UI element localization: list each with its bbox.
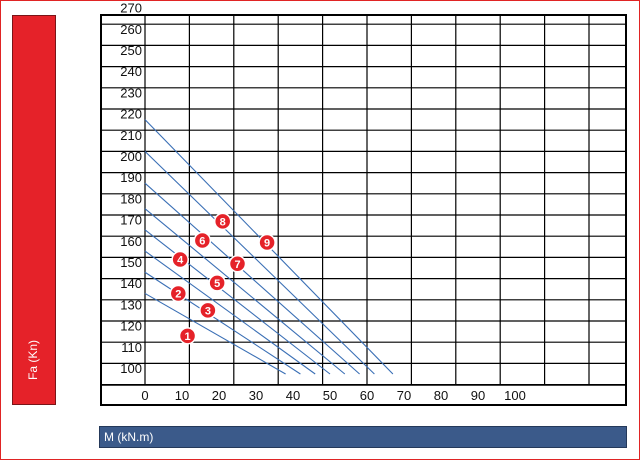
x-tick-label: 10 [175, 388, 189, 403]
scatter-point [169, 284, 188, 303]
x-tick-label: 40 [286, 388, 300, 403]
y-tick-label: 110 [121, 340, 142, 355]
y-tick-label: 140 [120, 276, 142, 291]
x-tick-label: 0 [141, 388, 148, 403]
diagonal-line [144, 182, 360, 375]
y-tick-label: 200 [120, 149, 142, 164]
scatter-point-label: 2 [175, 288, 181, 300]
y-tick-label: 130 [120, 297, 142, 312]
x-axis-label: M (kN.m) [104, 430, 154, 444]
y-tick-label: 100 [120, 361, 142, 376]
diagonal-line [144, 208, 346, 375]
y-tick-label: 150 [120, 255, 142, 270]
scatter-point-label: 8 [220, 216, 226, 228]
scatter-point [193, 231, 212, 250]
diagonal-line [144, 151, 375, 375]
scatter-point-label: 6 [199, 235, 205, 247]
plot-area-border [100, 14, 627, 406]
scatter-point [199, 301, 217, 320]
y-tick-label: 270 [120, 1, 142, 16]
x-axis-label-bar [99, 426, 627, 448]
diagonal-line [144, 229, 331, 375]
x-tick-label: 70 [397, 388, 411, 403]
scatter-point-label: 3 [205, 305, 211, 317]
x-tick-label: 80 [434, 388, 448, 403]
y-tick-label: 260 [120, 22, 142, 37]
y-tick-label: 170 [120, 213, 142, 228]
x-tick-label: 100 [504, 388, 526, 403]
scatter-point [213, 212, 232, 231]
x-tick-label: 30 [249, 388, 263, 403]
diagonal-line [144, 250, 316, 375]
y-tick-label: 240 [120, 64, 142, 79]
scatter-point [208, 274, 226, 292]
x-tick-label: 60 [360, 388, 374, 403]
scatter-point-label: 7 [234, 259, 240, 271]
x-tick-label: 90 [471, 388, 485, 403]
diagonal-line [144, 292, 286, 375]
scatter-point [178, 327, 197, 345]
x-tick-label: 20 [212, 388, 226, 403]
scatter-point-label: 5 [214, 278, 220, 290]
y-axis-label-bar [12, 15, 56, 405]
y-tick-label: 210 [120, 128, 142, 143]
y-tick-label: 250 [120, 43, 142, 58]
y-tick-label: 160 [120, 234, 142, 249]
scatter-point-label: 4 [177, 255, 184, 267]
y-tick-label: 230 [120, 85, 142, 100]
y-tick-label: 190 [120, 170, 142, 185]
scatter-point-label: 9 [264, 238, 270, 250]
scatter-point [171, 250, 189, 269]
y-tick-label: 220 [120, 107, 142, 122]
scatter-point-label: 1 [184, 331, 190, 343]
x-tick-label: 50 [323, 388, 337, 403]
y-tick-label: 180 [120, 191, 142, 206]
y-tick-label: 120 [120, 319, 142, 334]
scatter-point [258, 233, 276, 252]
scatter-point [228, 255, 247, 273]
